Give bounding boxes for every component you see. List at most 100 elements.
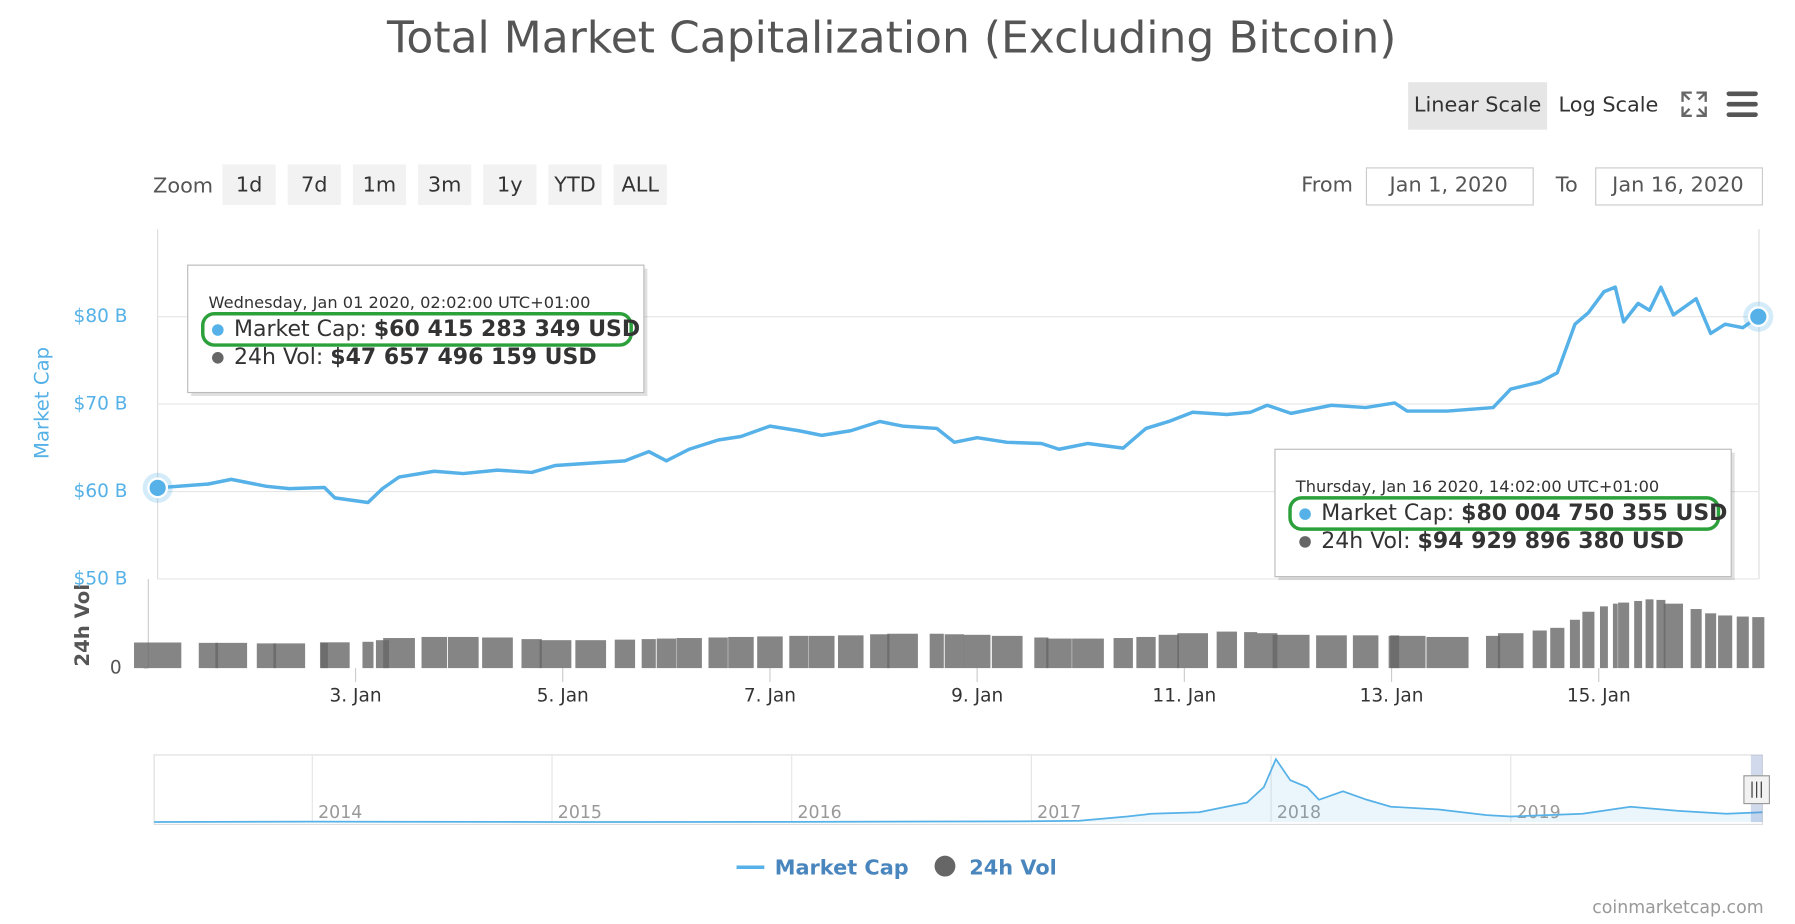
volume-bar: [134, 642, 182, 669]
tooltip-marker: [212, 352, 224, 364]
tooltip-box: [187, 264, 645, 394]
tooltip-row-value: $94 929 896 380 USD: [1418, 529, 1684, 554]
zoom-button-label[interactable]: 3m: [428, 172, 462, 196]
volume-bar: [1550, 627, 1565, 669]
zoom-button[interactable]: [548, 164, 602, 205]
zoom-button[interactable]: [483, 164, 537, 205]
tooltip-row: Market Cap: $80 004 750 355 USD: [1321, 501, 1727, 526]
chart-title: Total Market Capitalization (Excluding B…: [386, 13, 1396, 64]
tooltip-row: 24h Vol: $94 929 896 380 USD: [1321, 529, 1684, 554]
volume-bar: [1034, 637, 1049, 669]
volume-bar: [362, 641, 374, 669]
volume-bar: [575, 640, 607, 669]
y-tick-label: $50 B: [74, 568, 128, 589]
x-tick-label: 3. Jan: [329, 685, 381, 706]
volume-bar: [963, 634, 991, 669]
volume-bar: [1046, 638, 1072, 669]
navigator-line: [154, 757, 1763, 823]
plot-area: $50 B $60 B $70 B $80 B 0 3. Jan 5. Jan 7. Jan 9…: [74, 229, 1774, 706]
tooltip-box: [1274, 448, 1732, 578]
volume-bar: [1426, 636, 1469, 669]
volume-bar: [887, 633, 918, 669]
highlight-outline: [201, 312, 633, 347]
tooltip-date: Thursday, Jan 16 2020, 14:02:00 UTC+01:0…: [1295, 477, 1659, 496]
volume-bar: [1645, 599, 1654, 669]
tooltip-date: Wednesday, Jan 01 2020, 02:02:00 UTC+01:…: [209, 293, 591, 312]
navigator-area: [154, 759, 1763, 823]
y2-tick-label: 0: [110, 658, 122, 679]
market-cap-line: [157, 285, 1760, 505]
volume-bar: [944, 634, 965, 669]
volume-bar: [837, 635, 864, 669]
zoom-button-label[interactable]: ALL: [621, 172, 659, 196]
navigator: 2014 2015 2016 2017 2018 2019: [153, 754, 1770, 825]
volume-bar: [1736, 616, 1749, 669]
volume-bar: [256, 643, 277, 669]
linear-scale-button[interactable]: [1408, 82, 1548, 130]
legend-marker[interactable]: [934, 855, 956, 877]
zoom-button-label[interactable]: 7d: [301, 172, 327, 196]
x-tick-label: 13. Jan: [1360, 685, 1424, 706]
volume-bar: [1618, 602, 1630, 669]
scale-buttons: Linear Scale Log Scale: [1408, 82, 1659, 130]
volume-bar: [1690, 609, 1702, 669]
volume-bar: [1497, 633, 1524, 669]
to-value[interactable]: Jan 16, 2020: [1610, 172, 1743, 196]
volume-bar: [1113, 638, 1133, 669]
volume-bar: [421, 636, 448, 669]
volume-bar: [656, 638, 677, 669]
legend-label[interactable]: 24h Vol: [969, 855, 1057, 879]
menu-icon[interactable]: [1726, 91, 1758, 117]
volume-bar: [1656, 599, 1666, 669]
volume-bar: [1752, 617, 1765, 669]
volume-bar: [383, 638, 415, 669]
volume-bar: [1244, 632, 1258, 669]
to-input[interactable]: [1595, 167, 1764, 206]
zoom-button-label[interactable]: 1d: [236, 172, 262, 196]
navigator-tick-label: 2016: [797, 803, 841, 823]
navigator-frame: [153, 754, 1764, 825]
tooltip: Wednesday, Jan 01 2020, 02:02:00 UTC+01:…: [187, 264, 648, 396]
x-tick-label: 11. Jan: [1152, 685, 1216, 706]
from-label: From: [1301, 172, 1353, 196]
zoom-button[interactable]: [287, 164, 341, 205]
volume-bar: [728, 636, 754, 669]
y-tick-label: $70 B: [74, 394, 128, 415]
tooltip-row-label: Market Cap:: [1321, 501, 1454, 526]
x-tick-label: 7. Jan: [744, 685, 796, 706]
zoom-button-label[interactable]: 1m: [363, 172, 397, 196]
from-input[interactable]: [1365, 167, 1534, 206]
volume-bar: [708, 637, 728, 669]
log-scale-label[interactable]: Log Scale: [1559, 92, 1659, 116]
y2-axis-title: 24h Vol: [71, 584, 94, 667]
zoom-button[interactable]: [222, 164, 276, 205]
linear-scale-label[interactable]: Linear Scale: [1414, 92, 1541, 116]
zoom-label: Zoom: [153, 173, 213, 197]
fullscreen-icon[interactable]: [1681, 91, 1707, 117]
legend-label[interactable]: Market Cap: [775, 855, 909, 879]
volume-bar: [1705, 613, 1717, 669]
zoom-button-label[interactable]: YTD: [553, 172, 595, 196]
volume-bar: [1316, 635, 1347, 669]
tooltip-row-value: $47 657 496 159 USD: [330, 345, 596, 370]
zoom-buttons: 1d 7d 1m 3m 1y YTD ALL: [222, 164, 667, 205]
volume-bar: [641, 639, 656, 669]
volume-bar: [1216, 631, 1238, 669]
volume-bar: [1486, 635, 1501, 669]
volume-bar: [1272, 634, 1310, 669]
to-label: To: [1555, 172, 1578, 196]
zoom-button[interactable]: [613, 164, 667, 205]
y-axis-title: Market Cap: [30, 347, 53, 459]
tooltip-marker: [212, 324, 224, 336]
volume-bar: [1663, 603, 1684, 669]
y-tick-label: $60 B: [74, 481, 128, 502]
from-value[interactable]: Jan 1, 2020: [1388, 172, 1508, 196]
x-tick-label: 9. Jan: [951, 685, 1003, 706]
volume-bar: [1136, 636, 1156, 669]
zoom-button[interactable]: [418, 164, 472, 205]
zoom-button[interactable]: [352, 164, 407, 205]
tooltip: Thursday, Jan 16 2020, 14:02:00 UTC+01:0…: [1274, 448, 1735, 581]
zoom-button-label[interactable]: 1y: [497, 172, 523, 196]
tooltip-row: Market Cap: $60 415 283 349 USD: [234, 317, 640, 342]
